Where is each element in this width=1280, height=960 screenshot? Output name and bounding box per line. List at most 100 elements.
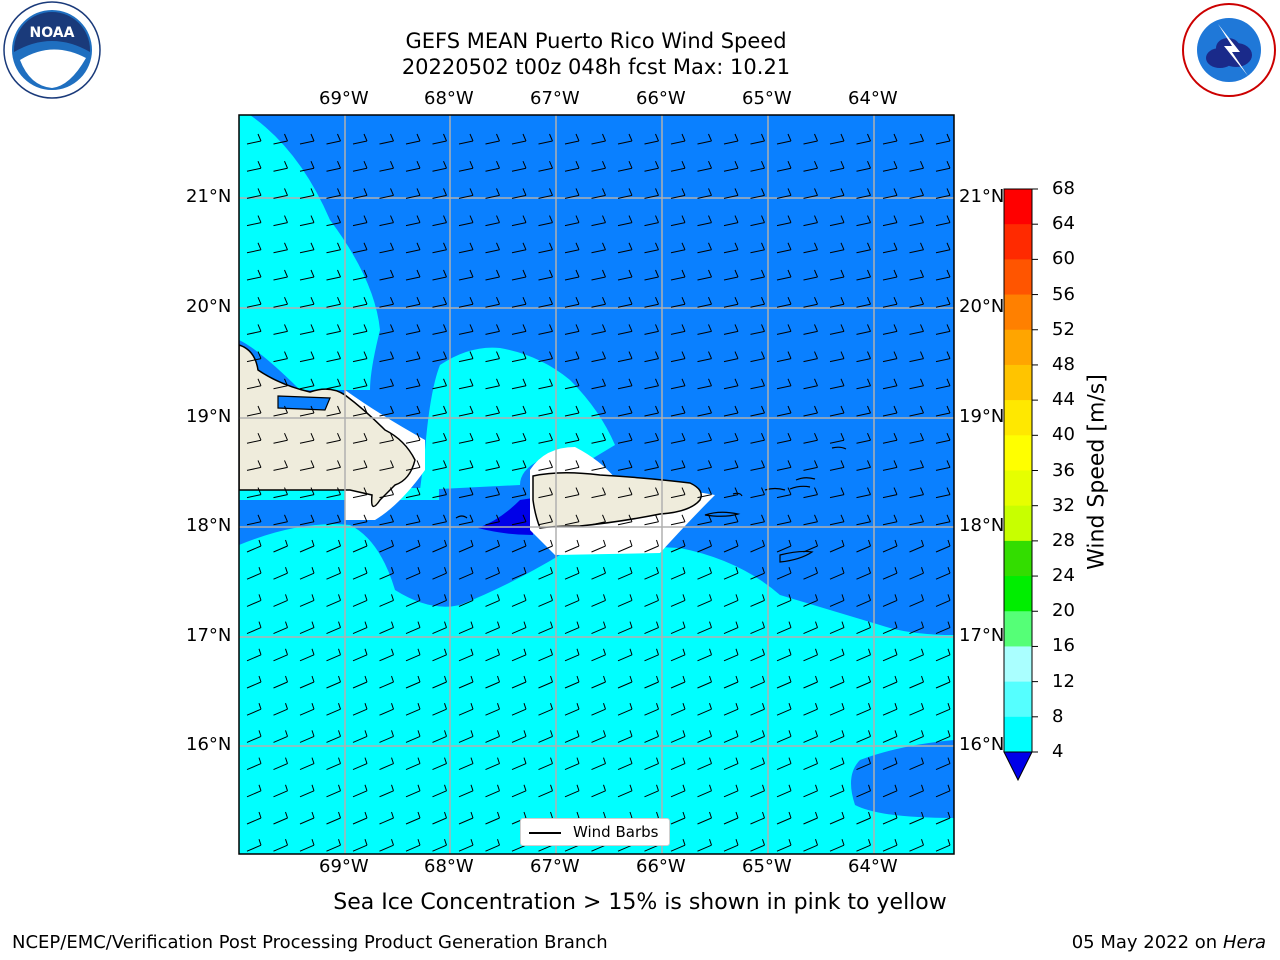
wind-barb: [882, 378, 898, 390]
wind-barb: [379, 242, 394, 254]
wind-barb: [246, 487, 262, 499]
wind-barb: [379, 757, 394, 771]
wind-barb: [299, 839, 315, 852]
colorbar-tick-label: 8: [1052, 705, 1064, 727]
wind-barb: [829, 839, 845, 852]
wind-barb: [299, 594, 315, 607]
wind-barb: [591, 297, 606, 308]
wind-barb: [458, 621, 474, 635]
wind-barb: [670, 351, 686, 363]
wind-barb: [776, 621, 792, 635]
wind-barb: [591, 487, 606, 499]
wind-band-below-4: [478, 498, 533, 535]
wind-barb: [591, 539, 606, 553]
wind-barb: [856, 675, 871, 689]
wind-barb: [432, 351, 447, 363]
wind-barb: [882, 675, 898, 689]
anguilla-island: [831, 446, 847, 450]
wind-barb: [352, 757, 368, 771]
wind-barb: [352, 215, 368, 227]
wind-barb: [379, 133, 394, 145]
wind-barb: [405, 675, 421, 689]
wind-barb: [935, 784, 951, 798]
wind-barb: [803, 567, 818, 580]
wind-barb: [882, 405, 898, 417]
wind-barb: [644, 161, 659, 172]
wind-barb: [776, 675, 792, 689]
wind-barb: [511, 215, 527, 227]
wind-barb: [538, 133, 553, 145]
lon-tick-top: 66°W: [636, 88, 686, 109]
wind-barb: [909, 242, 924, 254]
wind-barb: [617, 161, 633, 172]
colorbar-tick-label: 4: [1052, 741, 1064, 762]
wind-barb: [644, 487, 659, 499]
wind-barb: [326, 487, 341, 499]
wind-barb: [829, 433, 845, 444]
wind-barb: [803, 730, 818, 743]
wind-barb: [511, 405, 527, 417]
lat-tick-left: 21°N: [186, 186, 232, 207]
wind-barb: [538, 215, 553, 227]
wind-barb: [511, 460, 527, 471]
wind-barb: [935, 675, 951, 689]
colorbar: [1004, 188, 1038, 753]
footer-date: 05 May 2022 on Hera: [1072, 932, 1266, 953]
lat-tick-left: 19°N: [186, 406, 232, 427]
wind-barb: [511, 675, 527, 689]
wind-barb: [856, 487, 871, 499]
wind-barb: [617, 242, 633, 254]
wind-barb: [538, 539, 553, 553]
wind-barb: [273, 757, 288, 771]
wind-barb: [352, 324, 368, 335]
wind-barb: [326, 839, 341, 852]
colorbar-segment: [1004, 329, 1032, 366]
wind-barb: [856, 378, 871, 390]
wind-barb: [670, 839, 686, 852]
wind-barb: [273, 378, 288, 390]
wind-barb: [326, 188, 341, 199]
wind-barb: [856, 297, 871, 308]
wind-barb: [485, 487, 500, 499]
wind-barb: [776, 161, 792, 172]
wind-barb: [326, 784, 341, 798]
wind-barb: [803, 784, 818, 798]
wind-barb: [670, 188, 686, 199]
wind-barb: [909, 460, 924, 471]
wind-barb: [432, 460, 447, 471]
wind-barb: [299, 405, 315, 417]
wind-barb: [803, 188, 818, 199]
colorbar-segment: [1004, 681, 1032, 718]
colorbar-tick-label: 20: [1052, 600, 1075, 622]
wind-barb: [723, 539, 739, 553]
wind-barb: [803, 351, 818, 363]
wind-barb: [538, 405, 553, 417]
wind-barb: [909, 324, 924, 335]
wind-barb: [405, 621, 421, 635]
wind-barb: [273, 433, 288, 444]
wind-barb: [564, 378, 580, 390]
wind-barb: [405, 539, 421, 553]
wind-barb: [697, 621, 712, 635]
wind-barb: [511, 784, 527, 798]
wind-barb: [326, 297, 341, 308]
wind-barb: [829, 648, 845, 662]
footer-branch: NCEP/EMC/Verification Post Processing Pr…: [12, 932, 608, 953]
colorbar-segment: [1004, 540, 1032, 577]
wind-barb: [326, 648, 341, 662]
wind-barb: [750, 215, 765, 227]
wind-barb: [856, 784, 871, 798]
wind-barb: [697, 133, 712, 145]
wind-barb: [670, 675, 686, 689]
map-subtitle: 20220502 t00z 048h fcst Max: 10.21: [401, 55, 791, 79]
wind-barb: [564, 757, 580, 771]
wind-barb: [644, 351, 659, 363]
colorbar-segment: [1004, 364, 1032, 401]
samana-bay: [277, 395, 331, 411]
wind-barb: [723, 487, 739, 499]
wind-barb: [591, 460, 606, 471]
wind-barb: [829, 324, 845, 335]
wind-barb: [935, 269, 951, 281]
wind-barb: [432, 215, 447, 227]
wind-barb: [697, 594, 712, 607]
